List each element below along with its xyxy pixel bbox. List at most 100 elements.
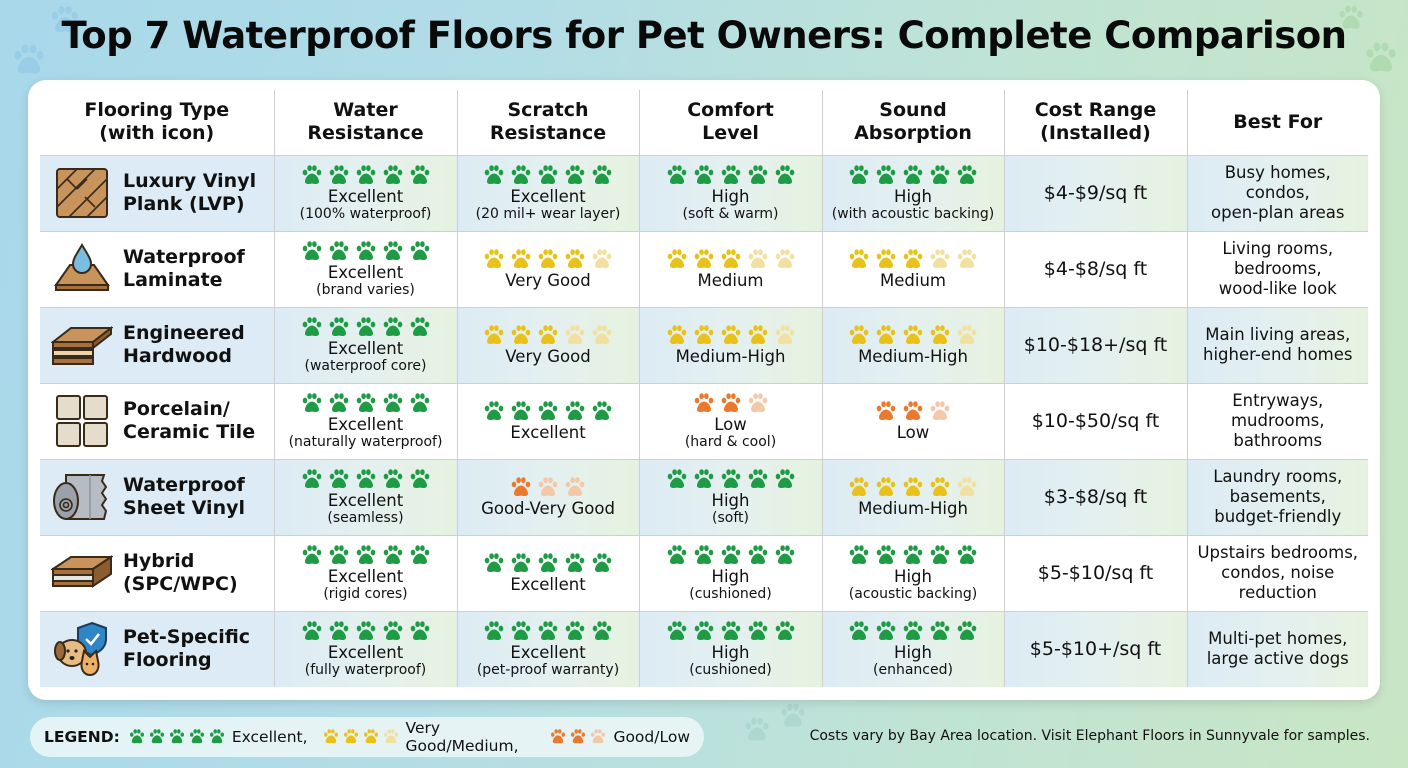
header-flooring-type: Flooring Type (with icon) bbox=[40, 90, 274, 155]
sound-absorption-cell: High (enhanced) bbox=[821, 610, 1004, 687]
header-scratch-resistance: Scratch Resistance bbox=[456, 90, 639, 155]
flooring-type-cell: Engineered Hardwood bbox=[40, 306, 274, 383]
paw-icon bbox=[565, 249, 585, 269]
paw-rating bbox=[643, 392, 819, 414]
rating-detail: (seamless) bbox=[327, 509, 404, 526]
water-drop-laminate-icon bbox=[51, 241, 113, 297]
paw-icon bbox=[410, 240, 429, 260]
paw-icon bbox=[383, 392, 402, 412]
paw-icon bbox=[849, 544, 869, 564]
cost-range-cell: $5-$10+/sq ft bbox=[1003, 610, 1187, 687]
water-resistance-cell: Excellent (waterproof core) bbox=[273, 306, 457, 383]
paw-icon bbox=[383, 164, 402, 184]
paw-icon bbox=[565, 401, 585, 421]
paw-icon bbox=[302, 621, 321, 640]
paw-icon bbox=[667, 325, 686, 345]
paw-icon bbox=[329, 621, 348, 640]
best-for-cell: Main living areas, higher-end homes bbox=[1186, 306, 1368, 383]
legend-paws-excellent bbox=[128, 728, 226, 746]
paw-icon bbox=[721, 544, 740, 564]
paw-icon bbox=[592, 621, 612, 640]
scratch-resistance-cell: Excellent bbox=[456, 534, 639, 611]
paw-rating bbox=[826, 476, 1001, 498]
best-for-text: Multi-pet homes, large active dogs bbox=[1206, 629, 1349, 669]
rating-detail: (with acoustic backing) bbox=[831, 205, 995, 222]
paw-icon bbox=[903, 164, 923, 184]
paw-icon bbox=[876, 621, 896, 640]
paw-icon bbox=[356, 316, 375, 336]
header-label: Comfort Level bbox=[687, 99, 774, 145]
paw-icon bbox=[930, 544, 950, 564]
background-paw-icon bbox=[778, 702, 808, 730]
header-label: Scratch Resistance bbox=[489, 99, 607, 145]
paw-icon bbox=[876, 164, 896, 184]
legend-label-excellent: Excellent, bbox=[231, 728, 308, 746]
paw-icon bbox=[667, 249, 686, 269]
paw-icon bbox=[721, 164, 740, 184]
table-row: Engineered Hardwood Excellent (waterproof … bbox=[40, 306, 1368, 383]
rating-label: Excellent bbox=[327, 566, 404, 586]
rating-detail: (enhanced) bbox=[873, 661, 953, 678]
paw-rating bbox=[461, 552, 636, 574]
rating-label: High bbox=[894, 186, 932, 206]
paw-icon bbox=[329, 392, 348, 412]
water-resistance-cell: Excellent (rigid cores) bbox=[273, 534, 457, 611]
flooring-name: Porcelain/Ceramic Tile bbox=[123, 398, 256, 443]
paw-icon bbox=[511, 477, 531, 497]
flooring-type-cell: Waterproof Sheet Vinyl bbox=[40, 458, 274, 535]
paw-icon bbox=[129, 729, 144, 744]
paw-icon bbox=[538, 401, 558, 421]
rating-label: Very Good bbox=[505, 271, 591, 290]
legend-title: LEGEND: bbox=[44, 728, 120, 746]
flooring-type-cell: Hybrid (SPC/WPC) bbox=[40, 534, 274, 611]
paw-icon bbox=[484, 164, 504, 184]
paw-icon bbox=[329, 316, 348, 336]
cost-range-cell: $5-$10/sq ft bbox=[1003, 534, 1187, 611]
paw-icon bbox=[329, 468, 348, 488]
paw-icon bbox=[302, 544, 321, 564]
rating-detail: (soft) bbox=[712, 509, 749, 526]
paw-rating bbox=[643, 468, 819, 490]
water-resistance-cell: Excellent (fully waterproof) bbox=[273, 610, 457, 687]
table-row: Hybrid (SPC/WPC) Excellent (rigid cores) E… bbox=[40, 534, 1368, 611]
paw-icon bbox=[721, 621, 740, 640]
engineered-layers-icon bbox=[51, 317, 113, 373]
paw-icon bbox=[748, 621, 767, 640]
paw-icon bbox=[383, 240, 402, 260]
flooring-name: Waterproof Laminate bbox=[123, 246, 245, 291]
best-for-cell: Busy homes, condos, open-plan areas bbox=[1186, 154, 1368, 231]
paw-icon bbox=[565, 325, 585, 345]
paw-icon bbox=[356, 392, 375, 412]
paw-icon bbox=[410, 316, 429, 336]
paw-icon bbox=[565, 477, 585, 497]
background-paw-icon bbox=[1362, 40, 1400, 76]
paw-icon bbox=[849, 477, 869, 497]
paw-icon bbox=[957, 477, 977, 497]
comfort-level-cell: High (soft) bbox=[638, 458, 822, 535]
rating-label: Low bbox=[714, 414, 747, 434]
paw-rating bbox=[278, 544, 454, 566]
table-row: Pet-Specific Flooring Excellent (fully wat… bbox=[40, 610, 1368, 687]
cost-value: $5-$10+/sq ft bbox=[1029, 638, 1162, 661]
comfort-level-cell: Medium bbox=[638, 230, 822, 307]
cost-range-cell: $4-$8/sq ft bbox=[1003, 230, 1187, 307]
flooring-type-cell: Luxury Vinyl Plank (LVP) bbox=[40, 154, 274, 231]
paw-icon bbox=[876, 544, 896, 564]
paw-icon bbox=[511, 325, 531, 345]
hybrid-plank-icon bbox=[51, 545, 113, 601]
paw-icon bbox=[592, 325, 612, 345]
paw-icon bbox=[169, 729, 184, 744]
paw-rating bbox=[643, 324, 819, 346]
paw-icon bbox=[484, 249, 504, 269]
rating-detail: (cushioned) bbox=[689, 661, 772, 678]
paw-rating bbox=[826, 324, 1001, 346]
rating-label: Very Good bbox=[505, 347, 591, 366]
cost-value: $4-$9/sq ft bbox=[1043, 182, 1148, 204]
paw-icon bbox=[849, 325, 869, 345]
rating-detail: (naturally waterproof) bbox=[288, 433, 443, 450]
paw-icon bbox=[511, 553, 531, 573]
paw-icon bbox=[876, 325, 896, 345]
rating-detail: (20 mil+ wear layer) bbox=[475, 205, 621, 222]
paw-icon bbox=[930, 164, 950, 184]
rating-label: Excellent bbox=[327, 414, 404, 434]
